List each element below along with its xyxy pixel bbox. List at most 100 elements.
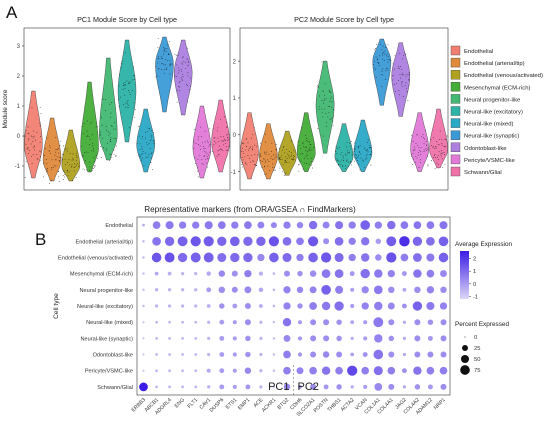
jitter-point: [340, 161, 342, 163]
jitter-point: [131, 90, 133, 92]
jitter-point: [348, 161, 350, 163]
jitter-point: [397, 80, 399, 81]
dot-endothelial-adgrl4: [165, 221, 174, 230]
jitter-point: [426, 148, 428, 150]
jitter-point: [149, 147, 151, 149]
jitter-point: [140, 153, 142, 155]
violin-neural-progenitor-like: [99, 57, 118, 161]
dot-endothelial-venous-activated-erbb3: [142, 256, 145, 259]
jitter-point: [377, 58, 379, 60]
dot-neural-like-mixed-jag2: [402, 320, 407, 324]
dot-endothelial-venous-activated-col4a1: [386, 252, 397, 263]
violin-endothelial-arterial-tip: [42, 117, 62, 182]
dot-endothelial-arterial-tip-col1a1: [375, 238, 382, 245]
violin-neural-like-excitatory: [334, 123, 354, 172]
jitter-point: [338, 164, 339, 166]
jitter-point: [304, 149, 306, 151]
dot-neural-like-excitatory-col4a1: [387, 302, 395, 310]
legend-label-endothelial-arterial-tip: Endothelial (arterial/tip): [464, 61, 525, 67]
jitter-point: [349, 161, 351, 162]
jitter-point: [253, 164, 255, 165]
jitter-point: [438, 144, 440, 146]
jitter-point: [374, 67, 376, 69]
jitter-point: [284, 159, 286, 161]
jitter-point: [177, 54, 179, 56]
jitter-point: [122, 84, 124, 86]
jitter-point: [381, 86, 383, 87]
jitter-point: [365, 149, 367, 151]
jitter-point: [56, 149, 58, 150]
jitter-point: [245, 139, 247, 140]
percent-legend-label: 75: [474, 368, 480, 374]
jitter-point: [212, 128, 214, 130]
jitter-point: [91, 134, 93, 136]
jitter-point: [204, 154, 206, 156]
dot-odontoblast-like-ackr1: [272, 353, 276, 356]
dot-neural-like-excitatory-cdh6: [297, 303, 303, 309]
jitter-point: [248, 149, 249, 151]
chart-title: PC2 Module Score by Cell type: [294, 15, 394, 24]
jitter-point: [396, 82, 398, 84]
percent-legend-dot: [460, 365, 470, 375]
jitter-point: [306, 146, 308, 148]
dot-endothelial-venous-activated-flt1: [190, 252, 201, 263]
dot-neural-like-excitatory-emp1: [244, 303, 251, 309]
jitter-point: [398, 94, 400, 96]
jitter-point: [31, 163, 33, 164]
jitter-point: [166, 67, 168, 69]
jitter-point: [346, 160, 348, 162]
jitter-point: [160, 57, 162, 59]
jitter-neural-like-synaptic: [373, 43, 391, 87]
jitter-point: [332, 120, 334, 122]
jitter-point: [446, 135, 448, 137]
jitter-point: [181, 78, 183, 80]
dot-schwann-glial-ackr1: [272, 385, 276, 389]
jitter-point: [58, 181, 60, 182]
column-label-ets1: ETS1: [225, 397, 238, 410]
jitter-point: [122, 89, 124, 90]
jitter-point: [58, 176, 60, 178]
jitter-point: [376, 61, 378, 63]
dot-neural-like-synaptic-btg2: [283, 334, 291, 342]
jitter-point: [88, 169, 90, 171]
dot-endothelial-venous-activated-cav1: [203, 252, 214, 263]
y-axis-label: Module score: [2, 89, 9, 128]
jitter-point: [440, 155, 442, 157]
jitter-point: [153, 132, 154, 133]
jitter-point: [322, 116, 324, 118]
jitter-point: [200, 148, 202, 150]
jitter-point: [187, 75, 189, 77]
jitter-point: [179, 86, 181, 88]
jitter-point: [298, 170, 300, 172]
jitter-point: [319, 106, 321, 107]
jitter-point: [86, 130, 88, 132]
jitter-point: [437, 155, 439, 157]
dot-odontoblast-like-emp1: [245, 351, 251, 358]
jitter-point: [84, 160, 86, 162]
jitter-point: [398, 65, 400, 67]
dot-neural-like-synaptic-nrp1: [440, 335, 447, 342]
dot-neural-progenitor-like-flt1: [194, 288, 198, 292]
jitter-point: [417, 144, 419, 146]
colorbar-tick-label: 2: [473, 257, 476, 263]
dot-neural-like-synaptic-acta2: [350, 336, 354, 341]
dot-neural-like-synaptic-erbb3: [142, 337, 145, 340]
dot-endothelial-erbb3: [142, 223, 145, 227]
jitter-point: [214, 141, 216, 143]
jitter-point: [291, 158, 293, 160]
percent-legend-dot: [460, 354, 470, 364]
jitter-point: [392, 63, 394, 65]
violin-neural-like-mixed: [136, 108, 155, 173]
jitter-point: [330, 92, 332, 94]
jitter-point: [264, 173, 265, 175]
dot-endothelial-col1a1: [374, 221, 382, 229]
jitter-point: [264, 151, 266, 153]
dot-mesenchymal-ecm-rich-acta2: [349, 271, 355, 277]
jitter-point: [360, 157, 362, 159]
legend-label-neural-like-synaptic: Neural-like (synaptic): [464, 134, 519, 140]
jitter-point: [226, 134, 228, 136]
dot-endothelial-arterial-tip-dusp6: [217, 236, 227, 246]
dot-endothelial-ets1: [231, 221, 239, 229]
jitter-point: [401, 68, 403, 70]
jitter-point: [55, 165, 57, 167]
